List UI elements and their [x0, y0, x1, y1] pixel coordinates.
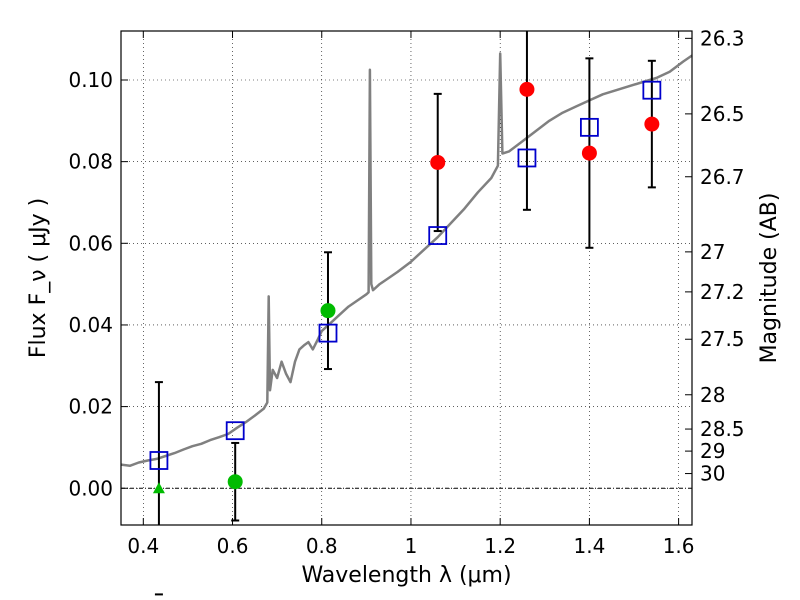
- right-tick-label: 28: [700, 383, 725, 407]
- y-axis-label-left: Flux F_ν ( μJy ): [26, 198, 51, 358]
- right-tick-label: 27: [700, 240, 725, 264]
- right-tick-label: 28.5: [700, 417, 745, 441]
- model-photometry-square: [517, 148, 537, 168]
- model-photometry-square: [428, 226, 448, 245]
- right-tick-label: 26.7: [700, 165, 745, 189]
- plot-frame: [120, 30, 693, 526]
- right-tick-label: 26.3: [700, 26, 745, 50]
- y-tick-label: 0.06: [68, 231, 113, 255]
- right-tick-label: 27.2: [700, 280, 745, 304]
- detection-point: [644, 116, 660, 132]
- grid-lines: [121, 31, 692, 525]
- right-tick-label: 26.5: [700, 102, 745, 126]
- model-photometry-square: [579, 117, 599, 137]
- limit-point: [227, 474, 243, 490]
- y-tick-label: 0.10: [68, 68, 113, 92]
- x-axis-label: Wavelength λ (μm): [301, 563, 511, 588]
- x-tick-label: 1.6: [663, 534, 695, 558]
- y-axis-label-right: Magnitude (AB): [757, 193, 782, 364]
- x-tick-label: 1.4: [573, 534, 605, 558]
- detection-point: [581, 145, 597, 161]
- data-markers: [149, 80, 662, 494]
- axis-ticks: 0.4 0.6 0.8 1 1.2 1.4 1.6 0.00 0.02 0.04 0.06 0.08 0…: [68, 26, 744, 558]
- x-tick-label: 0.8: [306, 534, 338, 558]
- model-photometry-square: [225, 421, 245, 441]
- y-tick-label: 0.08: [68, 150, 113, 174]
- right-tick-label: 29: [700, 439, 725, 463]
- x-tick-label: 0.6: [217, 534, 249, 558]
- model-photometry-square: [149, 451, 169, 470]
- x-tick-label: 1.2: [484, 534, 516, 558]
- x-tick-label: 0.4: [127, 534, 159, 558]
- y-tick-label: 0.02: [68, 395, 113, 419]
- model-photometry-square: [642, 80, 662, 100]
- y-tick-label: 0.04: [68, 313, 113, 337]
- detection-point: [519, 81, 535, 97]
- model-spectrum-line: [120, 52, 693, 468]
- right-tick-label: 27.5: [700, 327, 745, 351]
- right-tick-label: 30: [700, 462, 725, 486]
- x-tick-label: 1: [405, 534, 418, 558]
- error-bars: [154, 31, 656, 596]
- upper-limit-triangle: [152, 482, 165, 494]
- model-photometry-square: [318, 323, 338, 343]
- limit-point: [320, 303, 336, 319]
- y-tick-label: 0.00: [68, 476, 113, 500]
- detection-point: [430, 154, 446, 170]
